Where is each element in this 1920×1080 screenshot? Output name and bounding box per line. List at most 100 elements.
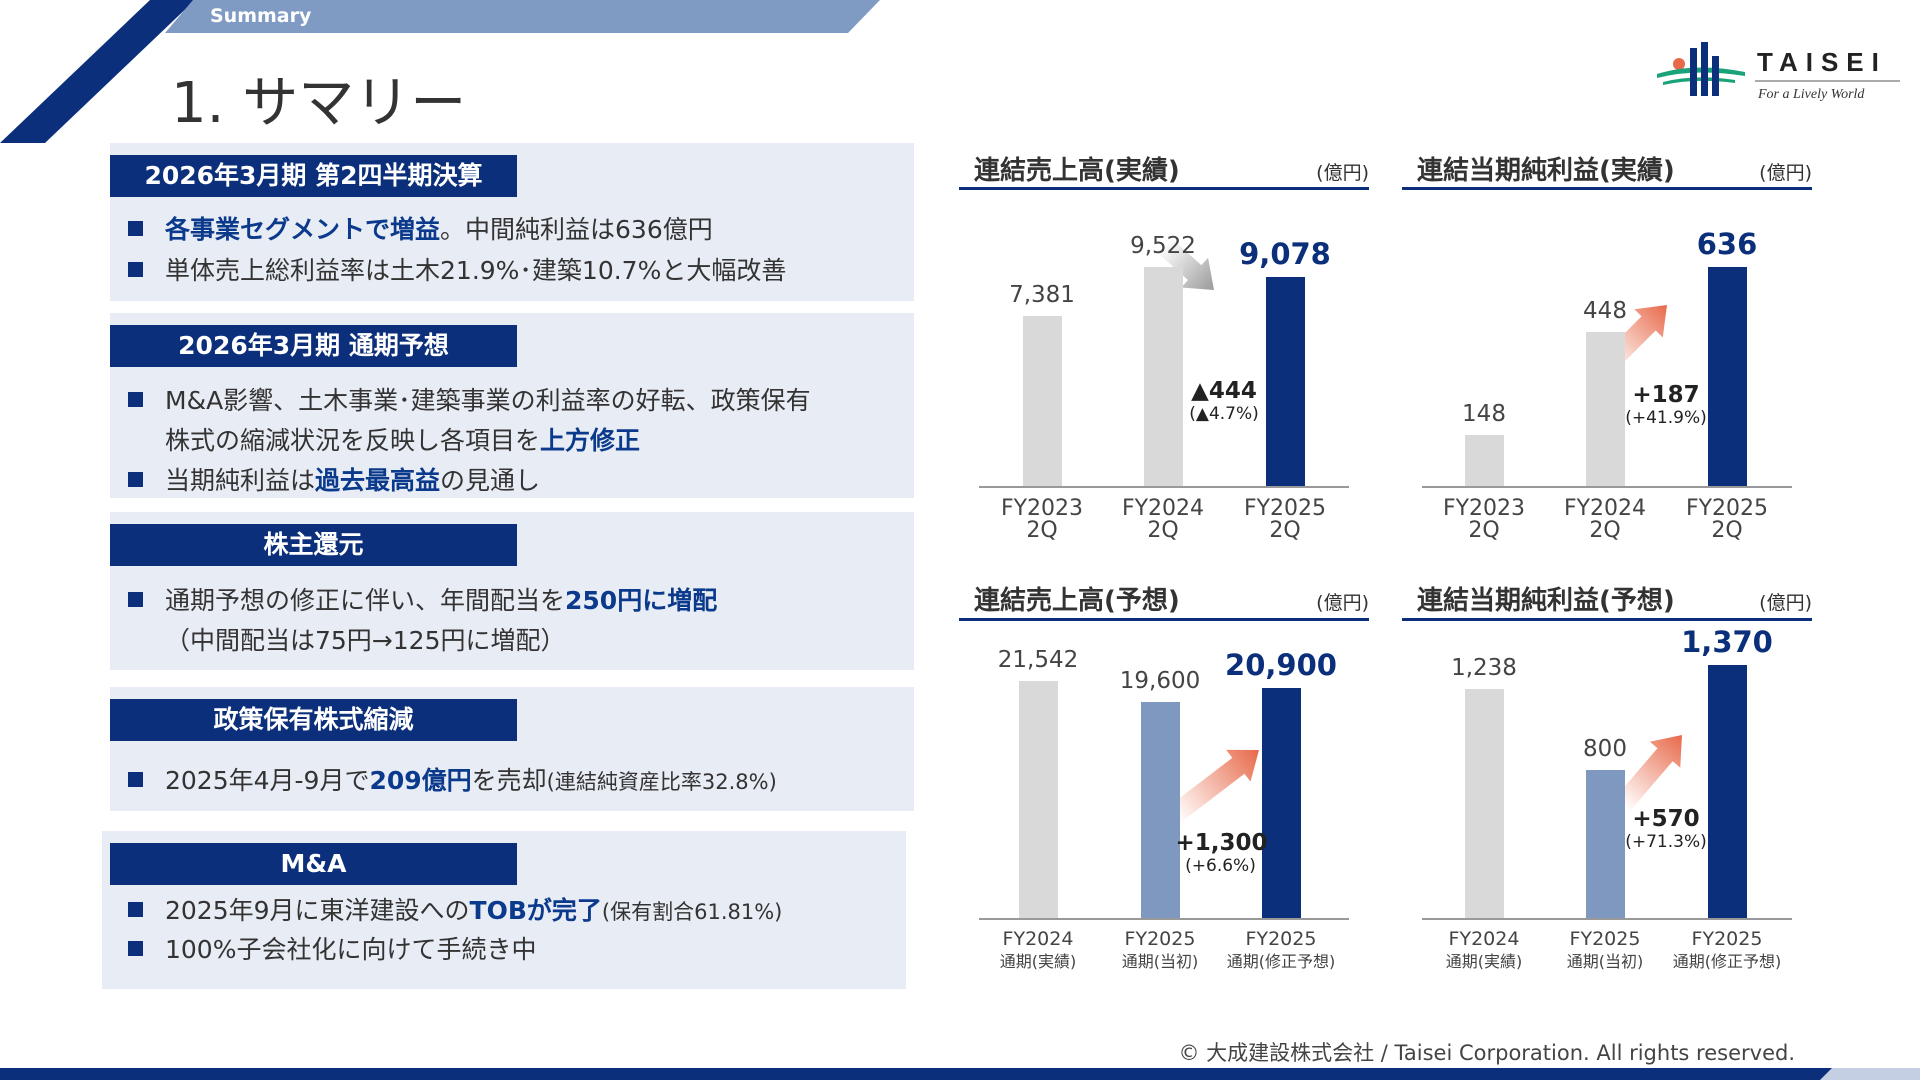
change-label: ▲444 (▲4.7%) [1179, 378, 1269, 424]
bar [1144, 267, 1183, 486]
text: 単体売上総利益率は土木21.9%･建築10.7%と大幅改善 [165, 256, 787, 285]
bullet-square-icon [128, 392, 143, 407]
bullet-square-icon [128, 262, 143, 277]
x-tick-label: FY2024 [1002, 928, 1074, 950]
bullet-line: （中間配当は75円→125円に増配） [128, 621, 565, 657]
bullet-line: 当期純利益は過去最高益の見通し [128, 461, 540, 497]
title-underline [1402, 187, 1812, 190]
bar [1465, 689, 1504, 918]
highlight-text: TOBが完了 [469, 896, 602, 925]
title-underline [959, 187, 1369, 190]
bullet-square-icon [128, 592, 143, 607]
bar-chart: 連結売上高(実績) (億円) 7,381 FY2023 2Q 9,522 FY2024 2Q 9… [959, 150, 1369, 570]
section-heading: 2026年3月期 通期予想 [110, 325, 517, 367]
bar [1708, 267, 1747, 486]
change-label: +187 (+41.9%) [1621, 382, 1711, 428]
bar-chart: 連結当期純利益(実績) (億円) 148 FY2023 2Q 448 FY2024 2Q 636… [1402, 150, 1812, 570]
copyright: © 大成建設株式会社 / Taisei Corporation. All rig… [1178, 1041, 1795, 1065]
section-heading: M&A [110, 843, 517, 885]
change-percent: (+71.3%) [1625, 832, 1707, 852]
x-tick-sublabel: 2Q [1468, 518, 1500, 543]
highlight-text: 250円に増配 [565, 586, 718, 615]
value-label: 7,381 [1009, 282, 1075, 309]
text: の見通し [440, 466, 541, 495]
bullet-square-icon [128, 941, 143, 956]
x-tick-label: FY2025 [1124, 928, 1196, 950]
bullet-line: 各事業セグメントで増益。中間純利益は636億円 [128, 210, 713, 246]
x-tick-label: FY2024 [1563, 496, 1647, 521]
change-percent: (+6.6%) [1185, 856, 1256, 876]
value-label: 9,522 [1130, 233, 1196, 259]
x-tick-label: FY2025 [1569, 928, 1641, 950]
text: （中間配当は75円→125円に増配） [165, 626, 566, 655]
bar [1708, 665, 1747, 918]
chart-title: 連結当期純利益(実績) [1417, 156, 1675, 186]
value-label: 1,238 [1451, 655, 1517, 682]
bar [1266, 277, 1305, 486]
bar [1586, 331, 1625, 486]
x-axis-baseline [1422, 918, 1792, 920]
bullet-line: 2025年4月-9月で209億円を売却(連結純資産比率32.8%) [128, 761, 777, 797]
arrow-up-icon [1614, 735, 1682, 812]
x-tick-label: FY2025 [1685, 496, 1769, 521]
x-tick-sublabel: 2Q [1147, 518, 1179, 543]
text: 当期純利益は [165, 466, 316, 495]
bar [1141, 702, 1180, 918]
x-axis-baseline [979, 918, 1349, 920]
chart-title: 連結売上高(予想) [974, 586, 1180, 616]
text: (保有割合61.81%) [601, 900, 783, 924]
change-label: +1,300 (+6.6%) [1176, 830, 1268, 876]
bullet-line: 株式の縮減状況を反映し各項目を上方修正 [128, 421, 640, 457]
value-label: 19,600 [1119, 668, 1201, 695]
highlight-text: 各事業セグメントで増益 [165, 215, 441, 244]
bullet-square-icon [128, 221, 143, 236]
bar [1023, 316, 1062, 486]
chart-title: 連結当期純利益(予想) [1417, 586, 1675, 616]
footer-accent [1820, 1068, 1920, 1080]
x-tick-label: FY2023 [1442, 496, 1526, 521]
x-axis-baseline [979, 486, 1349, 488]
footer-bar [0, 1068, 1920, 1080]
title-underline [1402, 618, 1812, 621]
bar [1465, 435, 1504, 486]
text: 2025年9月に東洋建設への [165, 896, 470, 925]
chart-unit: (億円) [1316, 162, 1369, 184]
banner-label: Summary [210, 5, 312, 27]
x-tick-sublabel: 2Q [1711, 518, 1743, 543]
highlight-text: 上方修正 [540, 426, 641, 455]
text: を売却 [471, 766, 547, 795]
x-tick-sublabel: 2Q [1269, 518, 1301, 543]
text: (連結純資産比率32.8%) [546, 770, 777, 794]
change-percent: (▲4.7%) [1189, 404, 1259, 424]
value-label: 636 [1696, 227, 1758, 261]
change-value: +187 [1632, 382, 1700, 408]
page-title: 1. サマリー [171, 71, 467, 136]
bullet-square-icon [128, 902, 143, 917]
x-tick-sublabel: 通期(当初) [1566, 952, 1644, 971]
x-tick-sublabel: 通期(修正予想) [1226, 952, 1336, 971]
change-arrow [1167, 749, 1259, 823]
change-arrow [1157, 237, 1214, 290]
value-label: 20,900 [1225, 648, 1337, 683]
x-tick-sublabel: 通期(実績) [1445, 952, 1523, 971]
section-banner: Summary [165, 0, 880, 33]
x-tick-label: FY2024 [1448, 928, 1520, 950]
highlight-text: 過去最高益 [315, 466, 441, 495]
bullet-line: 100%子会社化に向けて手続き中 [128, 930, 536, 966]
svg-text:TAISEI: TAISEI [1757, 47, 1887, 77]
chart-unit: (億円) [1759, 162, 1812, 184]
svg-text:For a Lively World: For a Lively World [1757, 87, 1865, 102]
text: 株式の縮減状況を反映し各項目を [165, 426, 541, 455]
value-label: 21,542 [997, 647, 1079, 673]
value-label: 448 [1583, 297, 1627, 324]
change-label: +570 (+71.3%) [1621, 806, 1711, 852]
change-arrow [1614, 735, 1682, 812]
decorative-stripe [0, 0, 195, 143]
bar-chart: 連結当期純利益(予想) (億円) 1,238 FY2024 通期(実績) 800 FY202… [1402, 580, 1812, 1000]
bullet-line: M&A影響、土木事業･建築事業の利益率の好転、政策保有 [128, 381, 811, 417]
bar [1586, 770, 1625, 918]
value-label: 800 [1583, 736, 1627, 763]
bullet-line: 通期予想の修正に伴い、年間配当を250円に増配 [128, 581, 717, 617]
x-axis-baseline [1422, 486, 1792, 488]
text: 。中間純利益は636億円 [440, 215, 713, 244]
